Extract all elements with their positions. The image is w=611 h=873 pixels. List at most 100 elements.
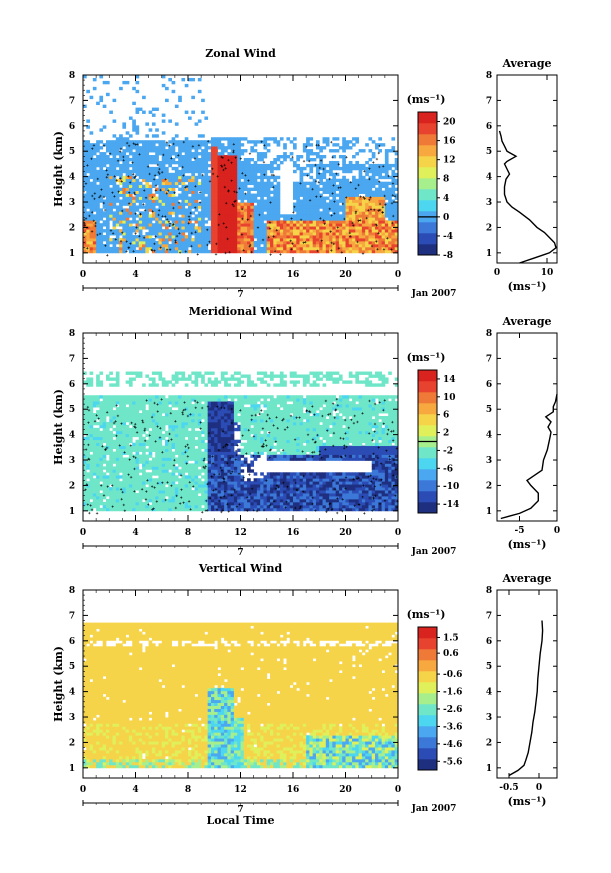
heatmap-cell bbox=[105, 451, 110, 455]
heatmap-cell bbox=[371, 223, 376, 227]
heatmap-cell bbox=[332, 205, 337, 209]
heatmap-cell bbox=[286, 155, 291, 159]
heatmap-cell bbox=[384, 223, 389, 227]
heatmap-cell bbox=[148, 475, 153, 479]
heatmap-cell bbox=[122, 460, 127, 464]
heatmap-cell bbox=[122, 466, 127, 470]
heatmap-cell bbox=[99, 160, 104, 165]
heatmap-cell bbox=[138, 232, 143, 236]
heatmap-cell bbox=[96, 377, 100, 381]
heatmap-cell bbox=[86, 146, 90, 150]
heatmap-cell bbox=[224, 205, 228, 209]
contour-mark bbox=[233, 200, 236, 203]
heatmap-cell bbox=[247, 240, 251, 245]
heatmap-cell bbox=[145, 122, 150, 126]
heatmap-cell bbox=[122, 149, 127, 153]
heatmap-cell bbox=[270, 217, 274, 221]
heatmap-cell bbox=[384, 229, 389, 233]
heatmap-cell bbox=[315, 190, 320, 194]
heatmap-cell bbox=[391, 246, 396, 251]
heatmap-cell bbox=[302, 223, 307, 227]
heatmap-cell bbox=[155, 235, 159, 239]
heatmap-cell bbox=[155, 223, 159, 227]
heatmap-cell bbox=[86, 202, 90, 206]
heatmap-cell bbox=[194, 199, 199, 203]
heatmap-cell bbox=[142, 457, 146, 461]
heatmap-cell bbox=[358, 166, 363, 171]
heatmap-cell bbox=[171, 383, 176, 387]
contour-mark bbox=[323, 222, 326, 226]
heatmap-cell bbox=[96, 220, 100, 224]
heatmap-cell bbox=[135, 193, 140, 197]
heatmap-cell bbox=[253, 160, 258, 165]
heatmap-cell bbox=[99, 208, 104, 212]
heatmap-cell bbox=[214, 223, 218, 227]
heatmap-cell bbox=[214, 199, 218, 203]
heatmap-cell bbox=[178, 217, 182, 221]
heatmap-cell bbox=[315, 235, 320, 239]
heatmap-cell bbox=[263, 152, 268, 156]
heatmap-cell bbox=[361, 240, 366, 245]
heatmap-cell bbox=[319, 166, 323, 171]
heatmap-cell bbox=[148, 110, 153, 114]
heatmap-cell bbox=[96, 163, 100, 168]
heatmap-cell bbox=[266, 202, 271, 206]
colorbar-swatch bbox=[418, 244, 437, 256]
heatmap-cell bbox=[365, 246, 369, 251]
heatmap-cell bbox=[293, 146, 297, 150]
heatmap-cell bbox=[230, 235, 235, 239]
heatmap-cell bbox=[145, 232, 150, 236]
heatmap-cell bbox=[171, 226, 176, 230]
heatmap-cell bbox=[329, 149, 333, 153]
heatmap-cell bbox=[112, 199, 117, 203]
heatmap-cell bbox=[322, 229, 327, 233]
heatmap-cell bbox=[335, 205, 340, 209]
heatmap-cell bbox=[99, 229, 104, 233]
heatmap-cell bbox=[168, 501, 172, 506]
heatmap-cell bbox=[151, 496, 156, 500]
heatmap-cell bbox=[329, 235, 333, 239]
contour-mark bbox=[220, 155, 223, 159]
heatmap-cell bbox=[273, 160, 277, 165]
heatmap-cell bbox=[138, 205, 143, 209]
heatmap-cell bbox=[256, 175, 261, 180]
heatmap-cell bbox=[319, 232, 323, 236]
contour-mark bbox=[189, 211, 192, 215]
heatmap-cell bbox=[165, 490, 169, 494]
contour-mark bbox=[314, 163, 317, 167]
heatmap-cell bbox=[112, 507, 117, 512]
heatmap-cell bbox=[135, 238, 140, 242]
heatmap-cell bbox=[230, 205, 235, 209]
heatmap-cell bbox=[125, 143, 130, 147]
contour-mark bbox=[172, 142, 175, 146]
heatmap-cell bbox=[352, 137, 356, 141]
heatmap-cell bbox=[128, 415, 133, 420]
heatmap-cell bbox=[184, 137, 189, 141]
heatmap-cell bbox=[338, 193, 343, 197]
heatmap-cell bbox=[161, 119, 166, 123]
heatmap-cell bbox=[352, 175, 356, 180]
heatmap-cell bbox=[276, 140, 281, 144]
contour-mark bbox=[261, 238, 265, 242]
heatmap-cell bbox=[178, 448, 182, 452]
heatmap-cell bbox=[214, 152, 218, 156]
heatmap-cell bbox=[174, 166, 179, 171]
heatmap-cell bbox=[315, 240, 320, 245]
heatmap-cell bbox=[151, 184, 156, 189]
heatmap-cell bbox=[394, 240, 399, 245]
heatmap-cell bbox=[191, 229, 195, 233]
heatmap-cell bbox=[322, 175, 327, 180]
heatmap-cell bbox=[348, 193, 353, 197]
heatmap-cell bbox=[384, 172, 389, 177]
heatmap-cell bbox=[188, 184, 192, 189]
heatmap-cell bbox=[151, 143, 156, 147]
heatmap-cell bbox=[83, 104, 87, 109]
contour-mark bbox=[332, 184, 335, 187]
heatmap-cell bbox=[165, 404, 169, 408]
heatmap-cell bbox=[128, 243, 133, 248]
heatmap-cell bbox=[394, 211, 399, 215]
heatmap-cell bbox=[142, 193, 146, 197]
heatmap-cell bbox=[112, 433, 117, 438]
heatmap-cell bbox=[260, 190, 264, 194]
heatmap-cell bbox=[368, 214, 373, 218]
